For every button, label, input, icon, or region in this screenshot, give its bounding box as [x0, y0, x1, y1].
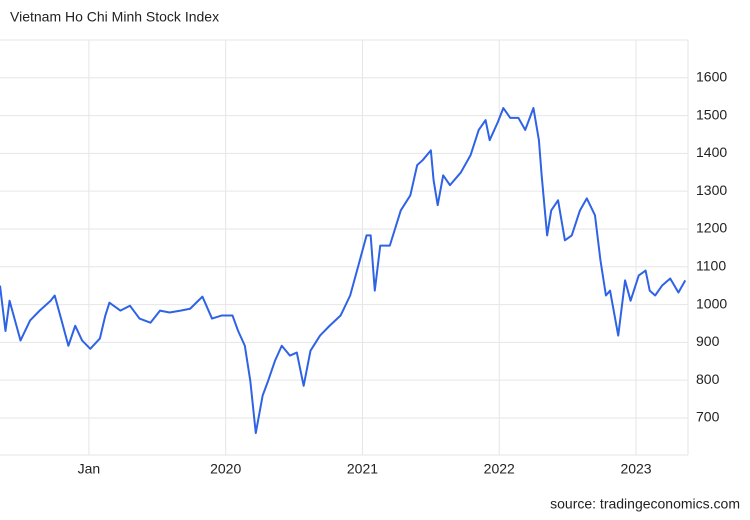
source: source: tradingeconomics.com: [550, 496, 740, 512]
x-tick-label: 2023: [620, 461, 651, 477]
y-tick-label: 700: [696, 409, 720, 425]
y-tick-label: 1500: [696, 106, 727, 122]
x-tick-label: 2021: [347, 461, 378, 477]
y-tick-label: 1200: [696, 220, 727, 236]
x-tick-label: Jan: [78, 461, 101, 477]
price-line: [0, 107, 687, 435]
y-tick-label: 900: [696, 333, 720, 349]
chart-title: Vietnam Ho Chi Minh Stock Index: [10, 9, 219, 25]
y-tick-label: 1300: [696, 182, 727, 198]
x-tick-label: 2022: [484, 461, 515, 477]
y-tick-label: 1000: [696, 295, 727, 311]
x-tick-label: 2020: [210, 461, 241, 477]
y-tick-label: 1400: [696, 144, 727, 160]
y-tick-label: 1100: [696, 257, 726, 273]
y-tick-label: 800: [696, 371, 720, 387]
y-tick-label: 1600: [696, 68, 727, 84]
